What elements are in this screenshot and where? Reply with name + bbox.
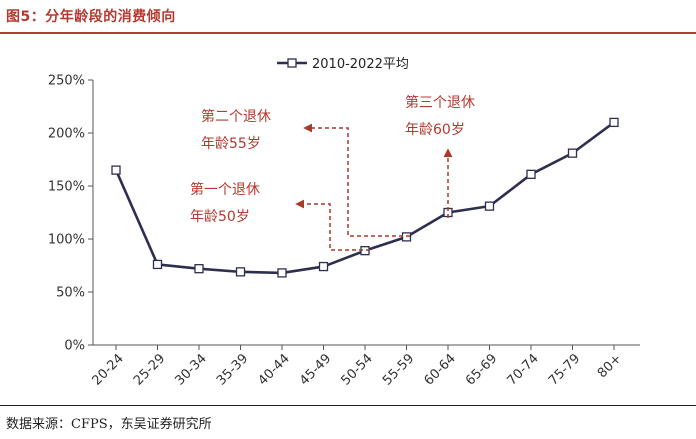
data-point bbox=[609, 117, 619, 128]
x-tick-label: 55-59 bbox=[380, 351, 417, 388]
x-axis: 20-24 25-29 30-34 35-39 40-44 45-49 50-54 55-59… bbox=[90, 344, 640, 389]
annotation-label-line2: 年龄50岁 bbox=[190, 209, 250, 225]
annotation-label-line2: 年龄55岁 bbox=[201, 136, 261, 152]
title-rule bbox=[0, 32, 696, 34]
source-note: 数据来源：CFPS，东吴证券研究所 bbox=[6, 417, 212, 432]
data-point bbox=[235, 267, 246, 277]
legend-marker bbox=[287, 58, 297, 68]
annotation-label-line1: 第二个退休 bbox=[201, 108, 271, 125]
x-tick-label: 75-79 bbox=[546, 351, 583, 388]
x-tick-label: 65-69 bbox=[463, 351, 500, 388]
data-point bbox=[194, 264, 204, 274]
series-layer bbox=[111, 117, 619, 278]
x-tick-label: 45-49 bbox=[297, 351, 334, 388]
retirement-arrow-50 bbox=[295, 199, 370, 251]
figure-title: 图5：分年龄段的消费倾向 bbox=[6, 9, 176, 25]
x-tick-label: 50-54 bbox=[339, 351, 376, 388]
retirement-arrow-55 bbox=[303, 123, 410, 237]
y-tick-label: 250% bbox=[48, 74, 85, 89]
data-point bbox=[567, 148, 578, 158]
y-tick-label: 100% bbox=[48, 233, 85, 248]
x-tick-label: 70-74 bbox=[505, 351, 542, 388]
data-point bbox=[526, 169, 536, 179]
legend-label: 2010-2022平均 bbox=[312, 57, 409, 72]
legend: 2010-2022平均 bbox=[277, 57, 409, 72]
y-tick-label: 50% bbox=[56, 286, 85, 301]
x-tick-label: 30-34 bbox=[173, 351, 210, 388]
x-tick-label: 60-64 bbox=[422, 351, 459, 388]
x-tick-label: 80+ bbox=[595, 351, 625, 381]
annotation-label-line1: 第一个退休 bbox=[190, 181, 260, 198]
y-tick-label: 150% bbox=[48, 180, 85, 195]
annotation-label-line2: 年龄60岁 bbox=[405, 122, 465, 138]
data-point bbox=[152, 259, 163, 270]
data-point bbox=[484, 201, 495, 211]
x-tick-label: 20-24 bbox=[90, 351, 127, 388]
bottom-rule bbox=[0, 405, 696, 406]
x-tick-label: 40-44 bbox=[256, 351, 293, 388]
x-tick-label: 25-29 bbox=[131, 351, 168, 388]
data-point bbox=[111, 165, 121, 175]
y-axis: 0% 50% 100% 150% 200% 250% bbox=[48, 74, 94, 354]
y-tick-label: 200% bbox=[48, 127, 85, 142]
y-tick-label: 0% bbox=[64, 339, 85, 354]
annotation-label-line1: 第三个退休 bbox=[405, 94, 475, 111]
data-point bbox=[318, 261, 329, 272]
x-tick-label: 35-39 bbox=[214, 351, 251, 388]
data-point bbox=[277, 268, 287, 278]
data-point bbox=[401, 232, 412, 242]
